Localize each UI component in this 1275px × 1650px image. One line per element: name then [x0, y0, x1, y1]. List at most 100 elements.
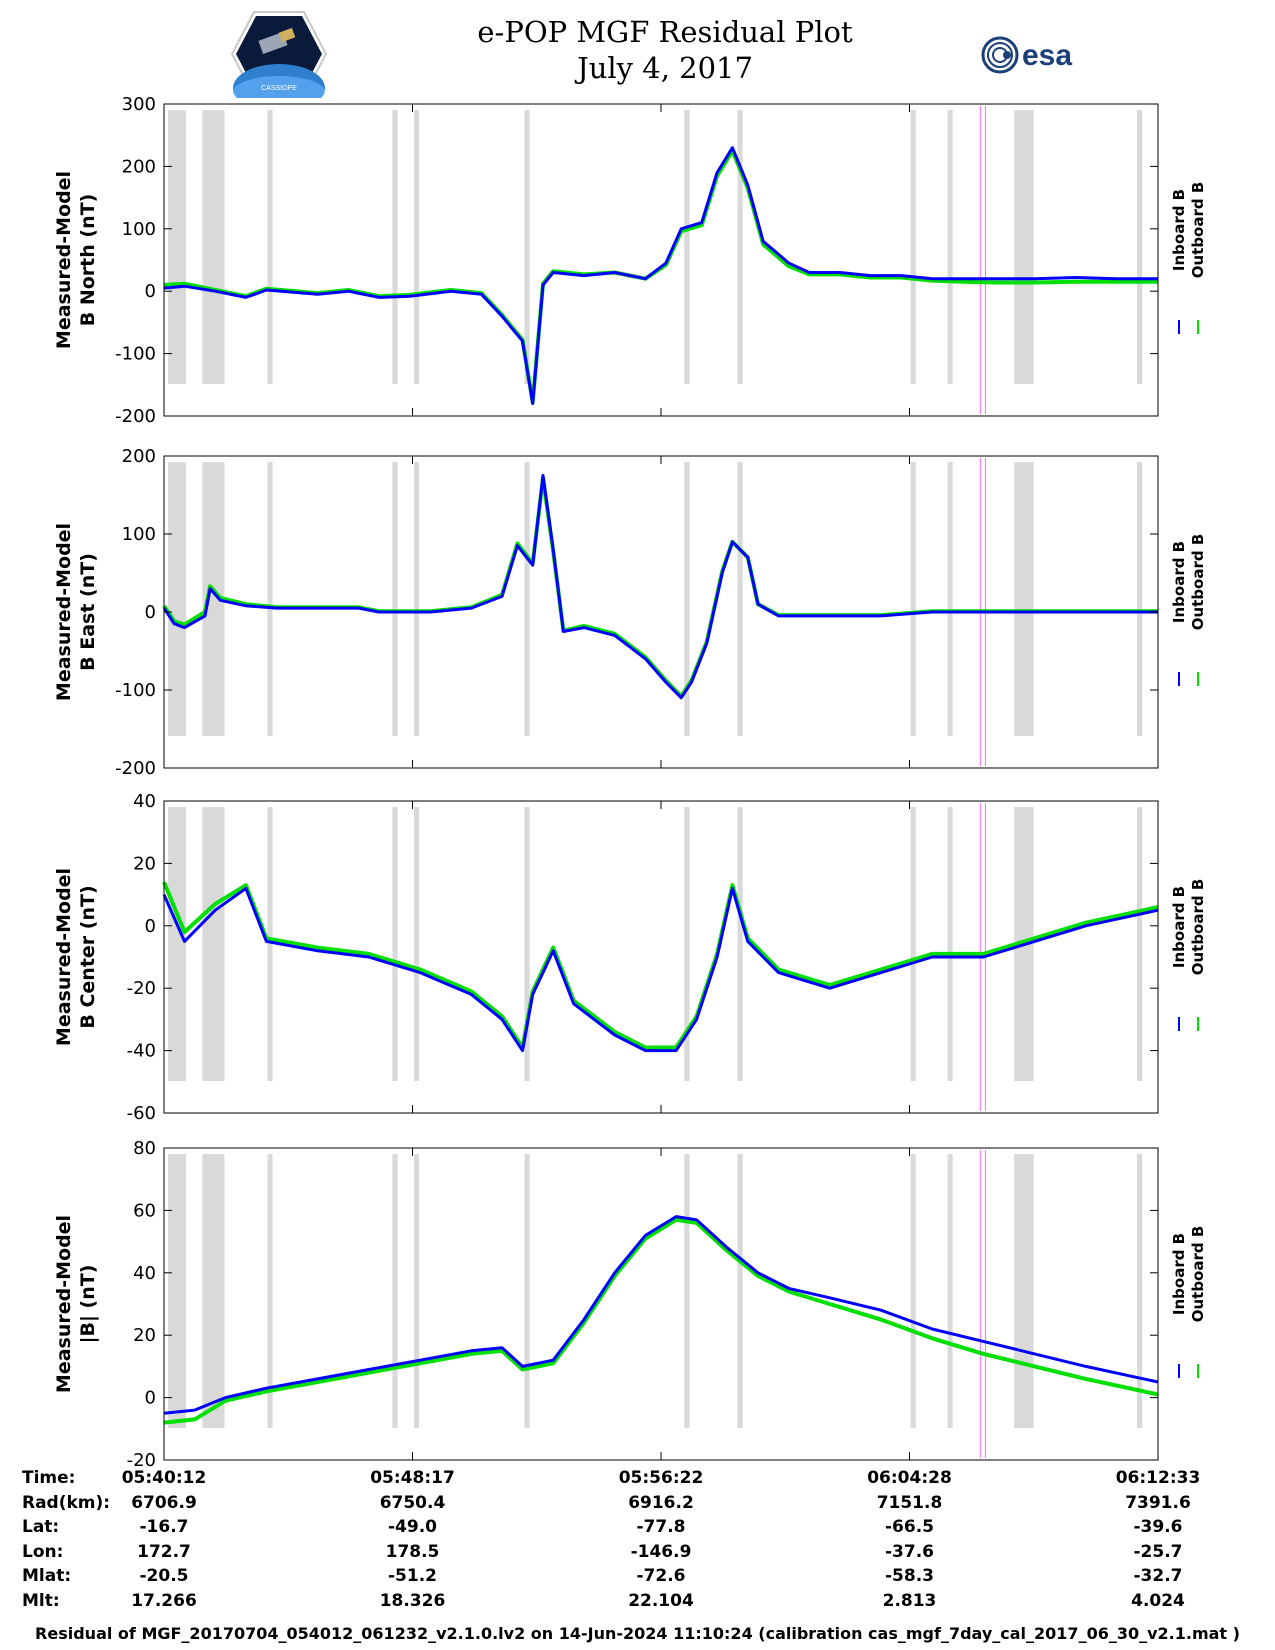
y-axis-label-line: Measured-Model: [53, 523, 75, 701]
footer-caption: Residual of MGF_20170704_054012_061232_v…: [35, 1624, 1240, 1643]
gap-band: [392, 807, 398, 1081]
info-row-value: -72.6: [636, 1566, 686, 1587]
info-row-value: -49.0: [388, 1517, 437, 1538]
y-axis-label-line: Measured-Model: [53, 1215, 75, 1393]
gap-band: [910, 807, 916, 1081]
gap-band: [202, 110, 225, 384]
plot-title: e-POP MGF Residual Plot: [477, 15, 853, 49]
cassiope-logo: CASSIOPE: [230, 11, 328, 98]
gap-band: [413, 807, 420, 1081]
info-row-value: 178.5: [385, 1541, 440, 1562]
y-tick-label: 200: [122, 446, 156, 467]
info-row-key: Mlat:: [22, 1566, 72, 1587]
info-row-key: Time:: [22, 1468, 76, 1488]
gap-band: [1137, 1154, 1143, 1428]
panel-2: 200 100 0 -100 -200 Measured-Model B East (nT)…: [53, 446, 1207, 779]
y-axis-label-line: B North (nT): [77, 194, 99, 327]
gap-band: [392, 462, 398, 736]
series-outboard-line: [163, 148, 1158, 405]
y-axis-label-line: Measured-Model: [53, 868, 75, 1046]
gap-band: [947, 1154, 953, 1428]
orbit-info-table: Time: 05:40:12 05:48:17 05:56:22 06:04:28 06:…: [0, 1468, 1275, 1618]
legend-outboard-label: Outboard B: [1189, 182, 1207, 279]
gap-band: [737, 110, 743, 384]
info-row-value: 6706.9: [131, 1492, 197, 1513]
gap-band: [267, 807, 273, 1081]
info-row-value: -77.8: [636, 1517, 686, 1538]
esa-logo: esa: [981, 36, 1072, 74]
y-axis-label-line: Measured-Model: [53, 171, 75, 349]
y-axis-label: Measured-Model B Center (nT): [53, 868, 99, 1046]
info-row-value: 05:40:12: [121, 1468, 207, 1488]
gap-band: [392, 110, 398, 384]
gap-band: [267, 110, 273, 384]
y-tick-label: -200: [115, 758, 156, 779]
plot-title-block: e-POP MGF Residual Plot July 4, 2017: [0, 14, 1275, 86]
info-row-value: -58.3: [885, 1566, 934, 1587]
axes-frame: [163, 800, 1159, 1114]
info-row-value: 22.104: [628, 1591, 694, 1611]
info-row-value: -16.7: [139, 1517, 189, 1538]
gap-band: [202, 1154, 225, 1428]
y-tick-label: 0: [145, 916, 156, 937]
y-axis-label: Measured-Model |B| (nT): [53, 1215, 99, 1393]
info-row-value: -20.5: [139, 1566, 189, 1587]
gap-band: [168, 807, 187, 1081]
info-row-value: -39.6: [1133, 1517, 1183, 1538]
info-row-value: 7151.8: [876, 1492, 943, 1513]
y-axis-label-line: |B| (nT): [77, 1265, 99, 1344]
info-row-value: 05:56:22: [618, 1468, 704, 1488]
info-row-value: 05:48:17: [370, 1468, 455, 1488]
y-tick-label: 100: [122, 524, 156, 545]
cassiope-logo-text: CASSIOPE: [261, 85, 297, 92]
y-tick-label: 40: [133, 1263, 156, 1284]
axes-frame: [163, 103, 1159, 417]
info-row: Mlat: -20.5 -51.2 -72.6 -58.3 -32.7: [0, 1566, 1275, 1590]
legend-inboard-label: Inboard B: [1170, 1233, 1188, 1315]
series-inboard-line: [163, 146, 1158, 405]
info-row-key: Mlt:: [22, 1591, 60, 1611]
gap-band: [1137, 462, 1143, 736]
panel-1: 300 200 100 0 -100 -200 Measured-Model B North …: [53, 94, 1207, 427]
info-row-value: 17.266: [131, 1591, 197, 1611]
info-row-value: -25.7: [1133, 1541, 1183, 1562]
y-tick-label: 20: [133, 1325, 156, 1346]
gap-band: [1137, 807, 1143, 1081]
y-tick-label: -20: [127, 1450, 156, 1471]
gap-band: [168, 1154, 187, 1428]
y-tick-label: 40: [133, 791, 156, 812]
info-row-value: 18.326: [379, 1591, 446, 1611]
gap-band: [202, 807, 225, 1081]
esa-logo-text: esa: [1022, 39, 1072, 72]
info-row-key: Rad(km):: [22, 1492, 111, 1513]
info-row: Mlt: 17.266 18.326 22.104 2.813 4.024: [0, 1591, 1275, 1615]
info-row-value: 172.7: [137, 1541, 191, 1562]
series-outboard-line: [162, 475, 1158, 699]
y-tick-label: 100: [122, 219, 156, 240]
gap-band: [737, 462, 743, 736]
gap-band: [413, 462, 420, 736]
info-row-value: 6916.2: [628, 1492, 694, 1513]
y-axis-label: Measured-Model B East (nT): [53, 523, 99, 701]
y-tick-label: 200: [122, 156, 156, 177]
legend-outboard-label: Outboard B: [1189, 534, 1207, 631]
y-tick-label: 0: [145, 602, 156, 623]
legend-inboard-label: Inboard B: [1170, 189, 1188, 271]
info-row-value: 7391.6: [1125, 1492, 1191, 1513]
y-tick-label: 80: [133, 1138, 156, 1159]
gap-band: [910, 462, 916, 736]
gap-band: [684, 110, 690, 384]
y-tick-label: 20: [133, 853, 156, 874]
legend-inboard-label: Inboard B: [1170, 541, 1188, 623]
y-tick-label: 60: [133, 1200, 156, 1221]
gap-band: [413, 110, 420, 384]
series-outboard-line: [162, 881, 1159, 1050]
legend-inboard-label: Inboard B: [1170, 886, 1188, 968]
panel-4: 80 60 40 20 0 -20 Measured-Model |B| (nT) Inboar…: [53, 1138, 1207, 1471]
legend-outboard-label: Outboard B: [1189, 1226, 1207, 1323]
y-tick-label: 0: [145, 1388, 156, 1409]
y-axis-label-line: B East (nT): [77, 553, 99, 671]
info-row-key: Lon:: [22, 1541, 64, 1562]
